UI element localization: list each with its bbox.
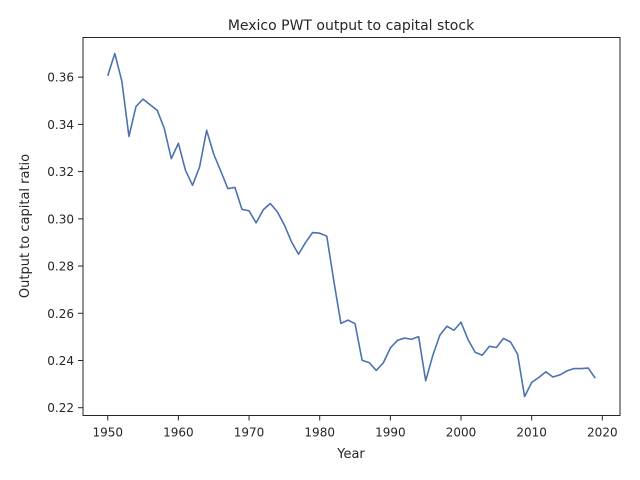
x-tick-label: 1960 — [163, 426, 194, 440]
x-tick-label: 1970 — [234, 426, 265, 440]
x-tick-label: 2010 — [516, 426, 547, 440]
x-tick-label: 1990 — [375, 426, 406, 440]
series-line — [106, 52, 596, 398]
chart-title: Mexico PWT output to capital stock — [228, 18, 475, 34]
y-tick-label: 0.32 — [47, 165, 74, 179]
x-tick-label: 1950 — [92, 426, 123, 440]
x-tick-label: 1980 — [304, 426, 335, 440]
y-tick-label: 0.26 — [47, 307, 74, 321]
plot-frame — [82, 37, 621, 416]
y-axis-ticks: 0.22 0.24 0.26 0.28 0.30 0.32 0.34 0.36 — [47, 71, 83, 415]
y-tick-label: 0.36 — [47, 71, 74, 85]
x-tick-label: 2020 — [587, 426, 618, 440]
y-tick-label: 0.28 — [47, 260, 74, 274]
y-tick-label: 0.30 — [47, 212, 74, 226]
y-tick-label: 0.22 — [47, 401, 74, 415]
y-tick-label: 0.34 — [47, 118, 74, 132]
x-tick-label: 2000 — [446, 426, 477, 440]
x-axis-title: Year — [336, 447, 365, 462]
x-axis-ticks: 1950 1960 1970 1980 1990 2000 2010 2020 — [92, 415, 618, 440]
y-tick-label: 0.24 — [47, 354, 74, 368]
y-axis-title: Output to capital ratio — [18, 154, 33, 298]
